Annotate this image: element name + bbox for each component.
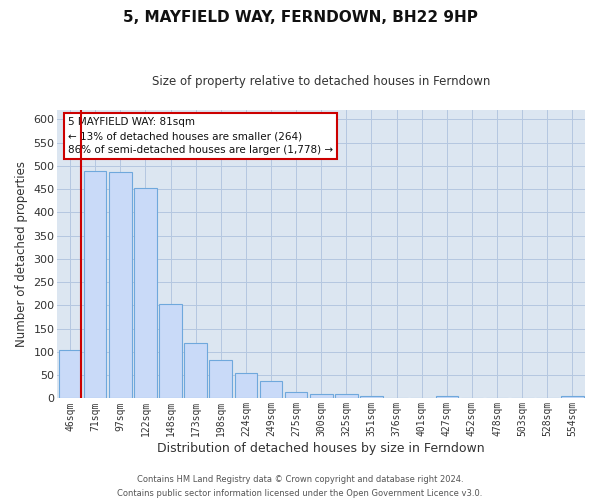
Bar — [184, 342, 207, 398]
Bar — [310, 394, 332, 398]
Title: Size of property relative to detached houses in Ferndown: Size of property relative to detached ho… — [152, 75, 490, 88]
Bar — [134, 188, 157, 398]
Text: 5 MAYFIELD WAY: 81sqm
← 13% of detached houses are smaller (264)
86% of semi-det: 5 MAYFIELD WAY: 81sqm ← 13% of detached … — [68, 117, 333, 155]
Bar — [436, 396, 458, 398]
Bar — [84, 172, 106, 398]
Bar — [360, 396, 383, 398]
Y-axis label: Number of detached properties: Number of detached properties — [15, 161, 28, 347]
Bar — [285, 392, 307, 398]
Bar — [209, 360, 232, 399]
Bar — [260, 380, 282, 398]
Bar — [159, 304, 182, 398]
X-axis label: Distribution of detached houses by size in Ferndown: Distribution of detached houses by size … — [157, 442, 485, 455]
Bar — [561, 396, 584, 398]
Bar — [59, 350, 82, 399]
Text: 5, MAYFIELD WAY, FERNDOWN, BH22 9HP: 5, MAYFIELD WAY, FERNDOWN, BH22 9HP — [122, 10, 478, 25]
Bar — [335, 394, 358, 398]
Bar — [235, 373, 257, 398]
Bar — [109, 172, 131, 398]
Text: Contains HM Land Registry data © Crown copyright and database right 2024.
Contai: Contains HM Land Registry data © Crown c… — [118, 476, 482, 498]
